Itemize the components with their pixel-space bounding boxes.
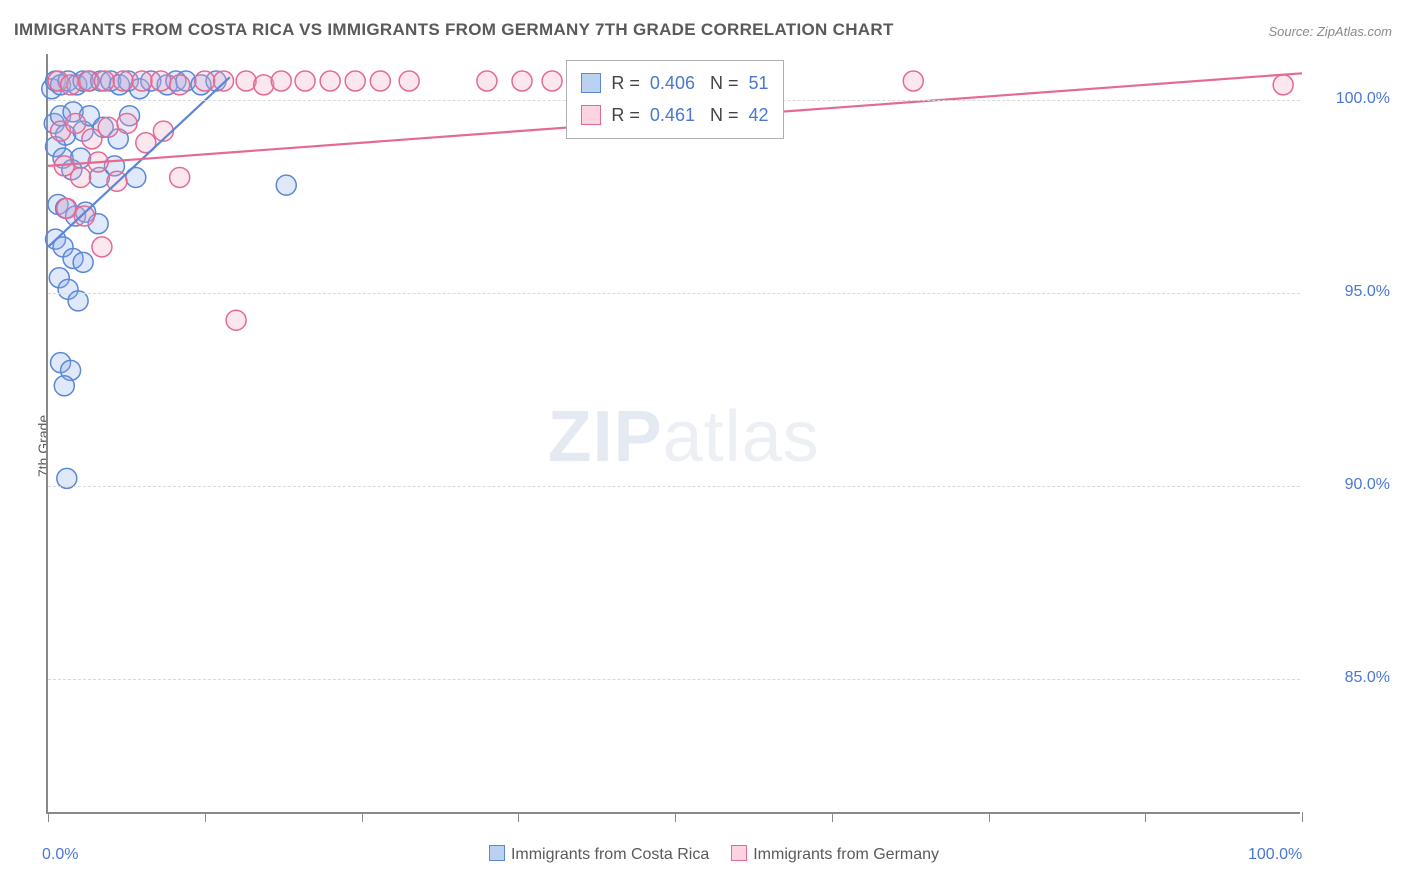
data-point — [61, 75, 81, 95]
data-point — [370, 71, 390, 91]
data-point — [320, 71, 340, 91]
x-tick — [48, 812, 49, 822]
data-point — [132, 71, 152, 91]
data-point — [151, 71, 171, 91]
data-point — [74, 206, 94, 226]
data-point — [542, 71, 562, 91]
data-point — [71, 167, 91, 187]
data-point — [276, 175, 296, 195]
legend-swatch — [581, 73, 601, 93]
x-tick — [675, 812, 676, 822]
gridline — [48, 293, 1300, 294]
data-point — [170, 75, 190, 95]
r-value: 0.406 — [650, 73, 695, 93]
stats-row: R = 0.461 N = 42 — [581, 99, 768, 131]
data-point — [170, 167, 190, 187]
data-point — [512, 71, 532, 91]
y-tick-label: 85.0% — [1345, 669, 1390, 687]
data-point — [113, 71, 133, 91]
y-tick-label: 95.0% — [1345, 283, 1390, 301]
data-point — [94, 71, 114, 91]
stats-row: R = 0.406 N = 51 — [581, 67, 768, 99]
legend-swatch — [489, 845, 505, 861]
x-tick-label: 0.0% — [42, 846, 78, 864]
data-point — [271, 71, 291, 91]
legend-swatch — [731, 845, 747, 861]
y-tick-label: 90.0% — [1345, 476, 1390, 494]
data-point — [98, 117, 118, 137]
legend-bottom: Immigrants from Costa Rica Immigrants fro… — [0, 845, 1406, 864]
data-point — [345, 71, 365, 91]
legend-label: Immigrants from Germany — [753, 846, 939, 863]
x-tick — [518, 812, 519, 822]
x-tick — [1302, 812, 1303, 822]
data-point — [399, 71, 419, 91]
x-tick — [1145, 812, 1146, 822]
data-point — [903, 71, 923, 91]
y-tick-label: 100.0% — [1336, 90, 1390, 108]
x-tick — [832, 812, 833, 822]
x-tick-label: 100.0% — [1248, 846, 1302, 864]
data-point — [295, 71, 315, 91]
data-point — [477, 71, 497, 91]
data-point — [226, 310, 246, 330]
data-point — [1273, 75, 1293, 95]
data-point — [195, 71, 215, 91]
data-point — [54, 376, 74, 396]
r-value: 0.461 — [650, 105, 695, 125]
plot-area — [46, 54, 1300, 814]
data-point — [214, 71, 234, 91]
x-tick — [362, 812, 363, 822]
data-point — [73, 252, 93, 272]
chart-title: IMMIGRANTS FROM COSTA RICA VS IMMIGRANTS… — [14, 20, 894, 40]
data-point — [66, 113, 86, 133]
legend-label: Immigrants from Costa Rica — [511, 846, 709, 863]
n-value: 42 — [749, 105, 769, 125]
stats-box: R = 0.406 N = 51R = 0.461 N = 42 — [566, 60, 783, 139]
legend-swatch — [581, 105, 601, 125]
data-point — [92, 237, 112, 257]
gridline — [48, 486, 1300, 487]
chart-svg — [48, 54, 1300, 812]
data-point — [236, 71, 256, 91]
data-point — [254, 75, 274, 95]
x-tick — [989, 812, 990, 822]
x-tick — [205, 812, 206, 822]
source-credit: Source: ZipAtlas.com — [1268, 24, 1392, 39]
gridline — [48, 679, 1300, 680]
n-value: 51 — [749, 73, 769, 93]
data-point — [117, 113, 137, 133]
